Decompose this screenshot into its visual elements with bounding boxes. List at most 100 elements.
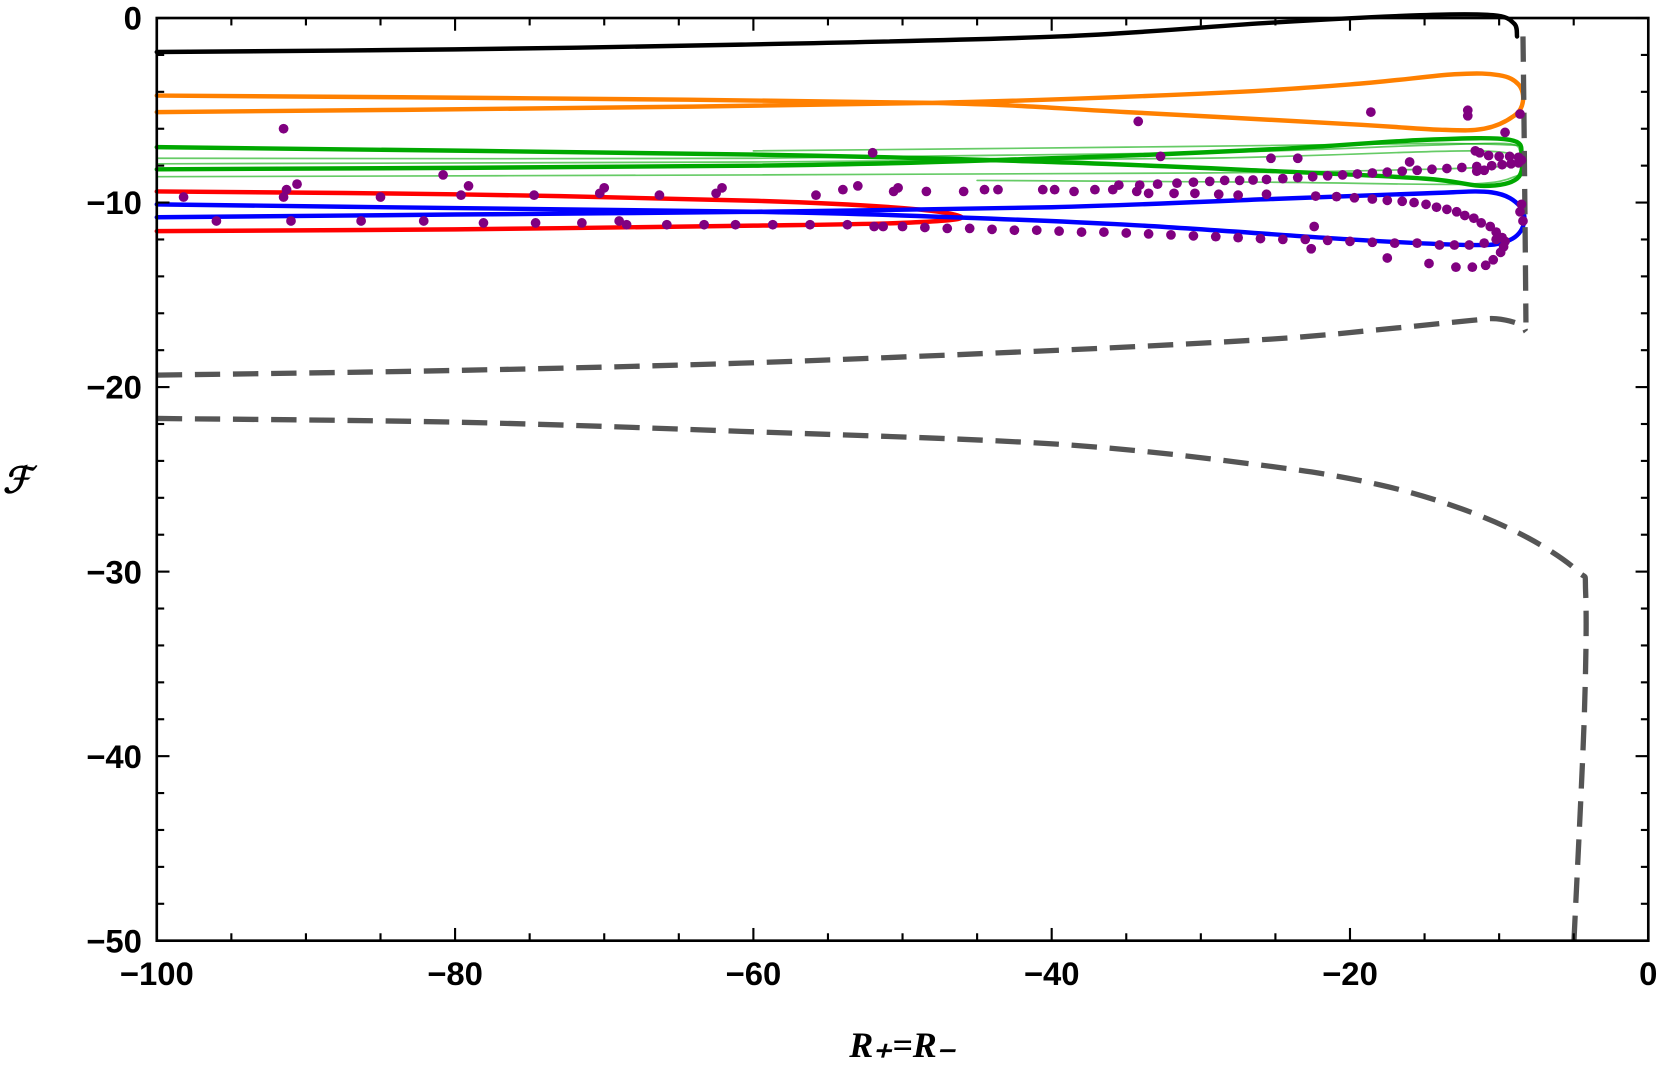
y-tick-label: −50 bbox=[86, 922, 142, 959]
scatter-point bbox=[1169, 188, 1179, 199]
scatter-point bbox=[1099, 227, 1109, 237]
scatter-point bbox=[1515, 109, 1525, 119]
y-tick-label: −40 bbox=[86, 738, 142, 775]
scatter-point bbox=[1143, 229, 1154, 239]
scatter-point bbox=[1310, 191, 1321, 201]
plot-marks bbox=[154, 12, 1589, 947]
x-tick-label: −40 bbox=[1024, 955, 1080, 992]
x-tick-label: −100 bbox=[120, 955, 194, 992]
scatter-point bbox=[1054, 226, 1064, 237]
axis-ticks bbox=[155, 16, 1650, 942]
scatter-point bbox=[1292, 172, 1303, 183]
scatter-point bbox=[1266, 153, 1276, 164]
scatter-point bbox=[286, 216, 296, 226]
scatter-point bbox=[1486, 160, 1497, 171]
scatter-point bbox=[1076, 227, 1087, 237]
scatter-point bbox=[1204, 176, 1215, 187]
scatter-point bbox=[987, 224, 997, 235]
scatter-point bbox=[1476, 218, 1487, 228]
scatter-point bbox=[1367, 168, 1378, 178]
scatter-point bbox=[1210, 231, 1221, 242]
scatter-point bbox=[1397, 166, 1408, 177]
scatter-point bbox=[920, 222, 930, 233]
scatter-point bbox=[1451, 262, 1461, 273]
scatter-point bbox=[1367, 237, 1378, 248]
scatter-point bbox=[805, 219, 815, 230]
scatter-point bbox=[211, 216, 222, 226]
series-line-0 bbox=[154, 12, 1520, 55]
scatter-point bbox=[356, 216, 366, 226]
x-tick-label: −80 bbox=[427, 955, 483, 992]
scatter-point bbox=[1468, 213, 1479, 224]
scatter-point bbox=[1300, 234, 1311, 245]
scatter-point bbox=[1233, 190, 1243, 201]
scatter-point bbox=[1424, 258, 1434, 269]
scatter-point bbox=[1049, 184, 1060, 195]
scatter-point bbox=[599, 182, 610, 193]
scatter-point bbox=[1382, 195, 1393, 206]
scatter-point bbox=[1442, 163, 1452, 174]
scatter-point bbox=[1190, 188, 1200, 199]
scatter-point bbox=[1261, 174, 1272, 185]
scatter-point bbox=[1480, 260, 1491, 271]
scatter-point bbox=[463, 181, 474, 191]
scatter-point bbox=[852, 181, 863, 191]
scatter-point bbox=[1434, 240, 1445, 250]
scatter-point bbox=[1152, 179, 1163, 189]
scatter-point bbox=[1352, 169, 1363, 179]
scatter-point bbox=[878, 221, 889, 232]
scatter-point bbox=[1491, 234, 1502, 245]
scatter-point bbox=[530, 218, 541, 228]
tick-labels: −100 −80 −60 −40 −20 0 0 −10 −20 −30 −40 −50 bbox=[86, 0, 1657, 992]
scatter-point bbox=[1404, 157, 1415, 167]
scatter-point bbox=[281, 184, 292, 195]
scatter-point bbox=[1331, 191, 1342, 202]
scatter-point bbox=[1479, 238, 1490, 249]
scatter-point bbox=[1449, 240, 1460, 250]
scatter-point bbox=[456, 190, 466, 201]
scatter-point bbox=[1504, 151, 1515, 162]
y-tick-label: −30 bbox=[86, 553, 142, 590]
scatter-point bbox=[1456, 162, 1467, 173]
scatter-point bbox=[1037, 184, 1048, 195]
series-line-12 bbox=[156, 415, 1589, 947]
scatter-point bbox=[1397, 196, 1408, 207]
scatter-point bbox=[1090, 184, 1100, 195]
scatter-point bbox=[921, 186, 932, 197]
scatter-point bbox=[1155, 151, 1166, 162]
scatter-point bbox=[621, 219, 632, 230]
scatter-point bbox=[1389, 238, 1400, 249]
series-line-11 bbox=[156, 315, 1529, 378]
scatter-point bbox=[1451, 206, 1462, 217]
scatter-point bbox=[438, 170, 448, 180]
scatter-point bbox=[838, 184, 848, 195]
scatter-point bbox=[1219, 175, 1230, 186]
scatter-point bbox=[1306, 243, 1317, 254]
scatter-point bbox=[1431, 202, 1442, 213]
scatter-point bbox=[717, 182, 727, 193]
scatter-point bbox=[1133, 116, 1144, 127]
scatter-point bbox=[1031, 225, 1042, 236]
scatter-point bbox=[1213, 189, 1224, 200]
scatter-point bbox=[1166, 229, 1176, 240]
y-tick-label: −10 bbox=[86, 184, 142, 221]
scatter-point bbox=[1307, 171, 1318, 182]
scatter-point bbox=[1277, 173, 1288, 184]
scatter-point bbox=[867, 147, 878, 158]
scatter-point bbox=[1483, 150, 1494, 161]
scatter-point bbox=[1292, 153, 1303, 164]
scatter-point bbox=[1337, 170, 1348, 180]
scatter-point bbox=[958, 186, 969, 197]
x-axis-title: R₊=R₋ bbox=[848, 1025, 957, 1065]
scatter-point bbox=[292, 179, 302, 189]
scatter-point bbox=[661, 219, 672, 230]
scatter-point bbox=[842, 219, 853, 230]
scatter-point bbox=[1488, 254, 1499, 265]
scatter-point bbox=[178, 192, 189, 202]
scatter-point bbox=[964, 223, 975, 234]
scatter-point bbox=[1365, 107, 1376, 117]
scatter-point bbox=[1462, 110, 1473, 121]
scatter-point bbox=[529, 190, 539, 201]
series-line-7 bbox=[976, 174, 1521, 186]
scatter-point bbox=[478, 218, 489, 228]
